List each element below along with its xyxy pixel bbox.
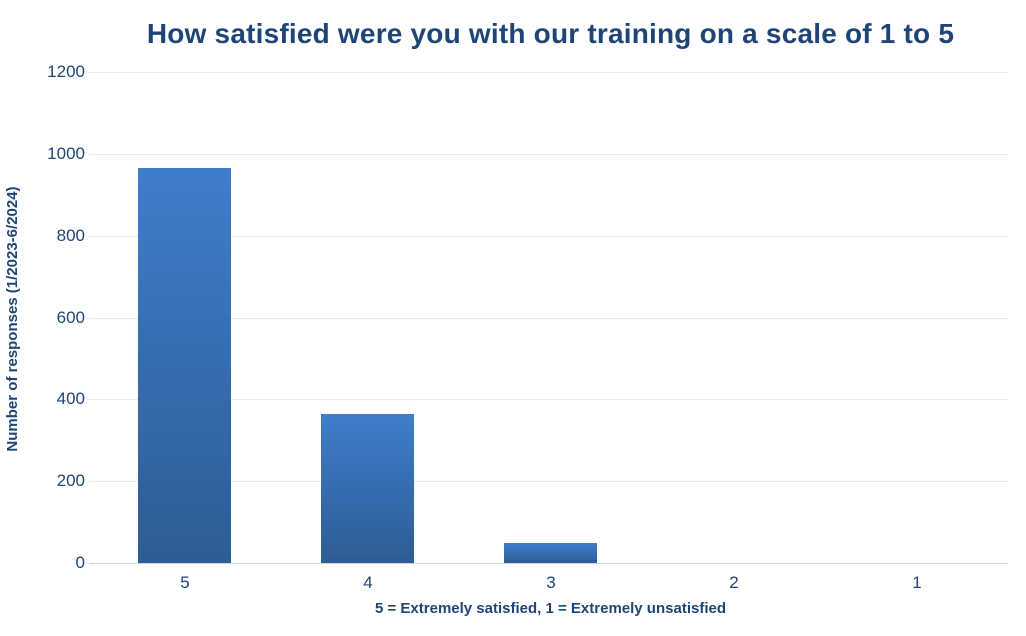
y-tick-label: 1000 xyxy=(47,144,85,163)
y-tick-label: 400 xyxy=(56,389,85,408)
gridline xyxy=(89,154,1008,155)
bar-category-3 xyxy=(504,543,597,563)
gridline xyxy=(89,236,1008,237)
x-tick-label: 5 xyxy=(180,573,190,592)
x-axis-line xyxy=(89,563,1008,564)
bar-category-4 xyxy=(321,414,414,563)
x-tick-label: 2 xyxy=(729,573,739,592)
gridline xyxy=(89,318,1008,319)
x-tick-label: 3 xyxy=(546,573,556,592)
x-axis-title: 5 = Extremely satisfied, 1 = Extremely u… xyxy=(374,600,726,617)
gridline xyxy=(89,481,1008,482)
x-tick-label: 1 xyxy=(912,573,922,592)
bar-category-5 xyxy=(138,168,231,563)
x-tick-label: 4 xyxy=(363,573,373,592)
gridline xyxy=(89,399,1008,400)
y-tick-label: 1200 xyxy=(47,62,85,81)
chart-title: How satisfied were you with our training… xyxy=(146,18,955,49)
y-tick-label: 800 xyxy=(56,226,85,245)
gridline xyxy=(89,72,1008,73)
y-tick-label: 200 xyxy=(56,471,85,490)
plot-area xyxy=(89,72,1008,564)
y-tick-label: 600 xyxy=(56,308,85,327)
y-tick-label: 0 xyxy=(75,553,85,572)
